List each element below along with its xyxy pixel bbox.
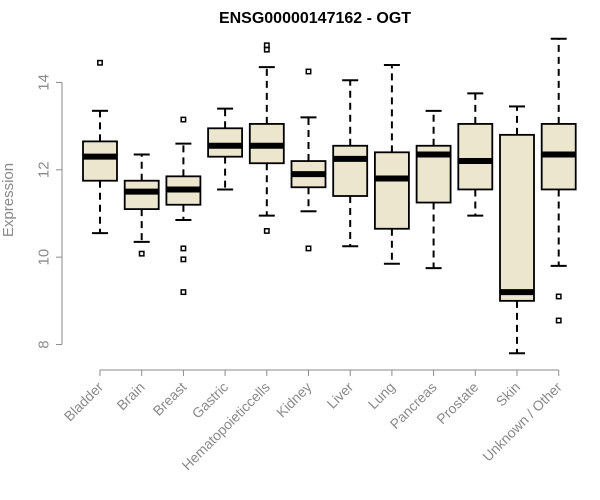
outlier-point [305, 245, 312, 252]
outlier-point [305, 68, 312, 75]
x-tick-label: Brain [113, 379, 147, 413]
box-iqr [123, 179, 160, 211]
outlier-point [180, 116, 187, 123]
y-tick-label: 14 [36, 74, 53, 91]
box-iqr [499, 133, 535, 302]
x-tick-label: Breast [150, 379, 190, 419]
box-group [499, 105, 535, 355]
outlier-point [263, 227, 270, 234]
x-tick-label: Skin [493, 379, 524, 410]
box-group [123, 153, 160, 257]
box-group [165, 116, 202, 296]
box-group [332, 79, 369, 248]
y-tick-label: 8 [36, 340, 53, 348]
y-tick-label: 10 [36, 249, 53, 266]
box-group [373, 63, 410, 265]
x-axis: Bladder Brain Breast GastricHematopoieticce… [61, 369, 565, 473]
box-group [290, 68, 327, 252]
outlier-point [180, 256, 187, 263]
box-iqr [332, 144, 369, 197]
chart-title: ENSG00000147162 - OGT [219, 10, 411, 27]
box-group [82, 59, 118, 235]
outlier-point [555, 317, 562, 324]
plot-area [82, 37, 577, 355]
outlier-point [97, 59, 103, 66]
box-iqr [207, 127, 244, 158]
x-tick-label: Lung [365, 379, 398, 412]
y-tick-label: 12 [36, 161, 53, 178]
x-tick-label: Kidney [273, 379, 315, 421]
box-group [540, 37, 577, 324]
y-axis: 8 10 12 14 [36, 74, 63, 349]
box-group [248, 42, 285, 234]
outlier-point [555, 293, 562, 300]
outlier-point [263, 46, 270, 53]
x-tick-label: Bladder [61, 379, 107, 425]
y-axis-label: Expression [0, 163, 17, 237]
outlier-point [180, 245, 187, 252]
box-group [207, 107, 244, 191]
box-group [415, 109, 452, 270]
x-tick-label: Liver [324, 379, 357, 412]
box-iqr [373, 151, 410, 230]
outlier-point [138, 250, 145, 257]
box-iqr [457, 123, 494, 191]
x-tick-label: Unknown / Other [479, 379, 565, 465]
box-iqr [82, 140, 118, 182]
box-group [457, 92, 494, 217]
outlier-point [180, 289, 187, 296]
x-tick-label: Prostate [433, 379, 481, 427]
